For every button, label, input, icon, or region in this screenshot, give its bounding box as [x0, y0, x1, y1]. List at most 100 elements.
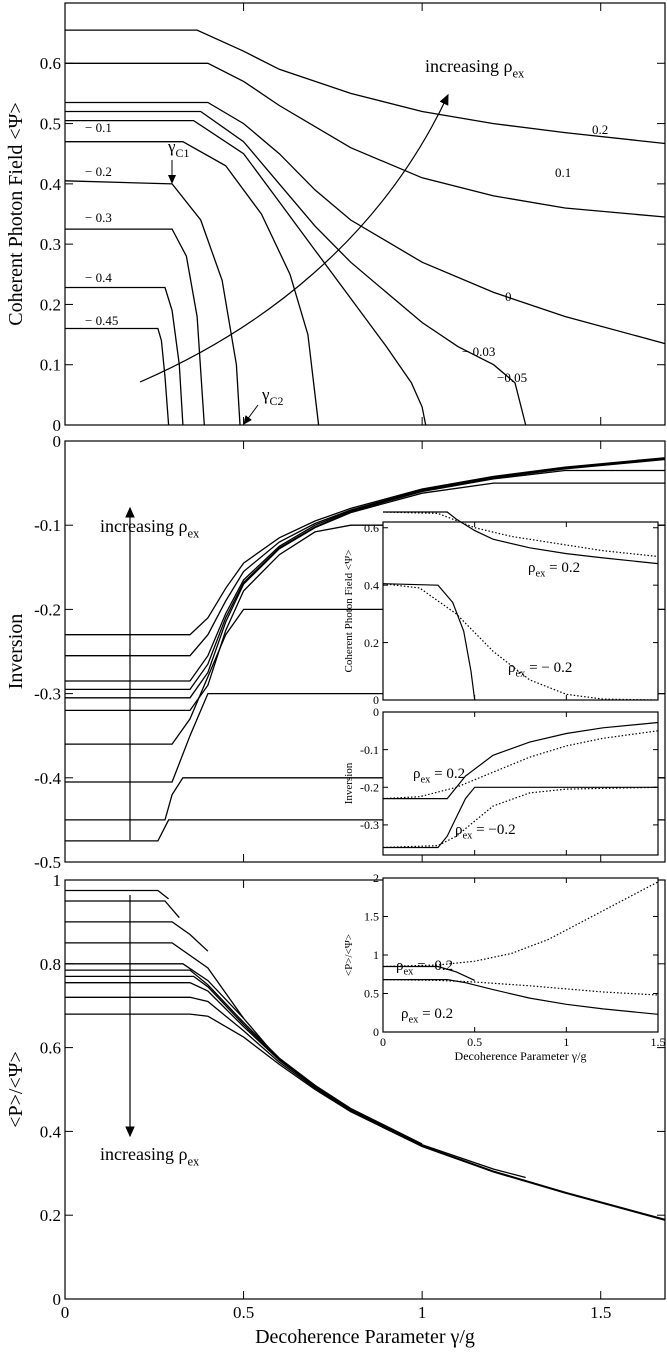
series-label-tail: = −0.2 [472, 822, 515, 838]
arrow [243, 404, 259, 425]
series-line [65, 141, 320, 426]
series-line [65, 1013, 666, 1221]
series-label: ρex = 0.2 [413, 766, 465, 786]
series-label-sub: ex [404, 967, 415, 978]
annotation-main: γ [167, 137, 176, 156]
y-tick-label: 0 [53, 432, 62, 451]
series-label-main: ρ [396, 958, 404, 974]
series-label: − 0.4 [85, 270, 112, 285]
series-label-sub: ex [421, 775, 432, 786]
series-label-main: ρ [401, 1006, 409, 1022]
y-tick-label: 2 [373, 871, 379, 885]
series-label: − 0.1 [85, 120, 112, 135]
series-line [65, 110, 527, 426]
series-label: ρex = -0.2 [396, 958, 453, 978]
y-tick-label: 1 [373, 948, 379, 962]
series-label-sub: ex [516, 669, 527, 680]
y-tick-label: 0 [373, 705, 379, 719]
series-label-main: ρ [413, 766, 421, 782]
series-line [382, 583, 476, 701]
series-line [65, 975, 526, 1179]
y-tick-label: -0.3 [360, 818, 379, 832]
series-line [65, 900, 180, 919]
series-line [65, 969, 423, 1145]
x-axis-label: Decoherence Parameter γ/g [455, 1049, 587, 1063]
x-tick-label: 0.5 [467, 1035, 482, 1049]
series-line [65, 286, 184, 426]
series-line [65, 327, 170, 426]
series-label-tail: = 0.2 [418, 1006, 453, 1022]
series-line [65, 889, 170, 900]
series-label: ρex = 0.2 [528, 560, 580, 580]
panel: 0 0.1 0.2 0.3 0.4 0.5 0.6 Coherent Photon Field… [5, 2, 666, 435]
annotation-sub: ex [187, 526, 200, 540]
series-line [65, 692, 665, 783]
series-label-tail: = 0.2 [430, 766, 465, 782]
panels: 0 0.1 0.2 0.3 0.4 0.5 0.6 Coherent Photon Field… [5, 2, 666, 1348]
series-label-tail: = 0.2 [545, 560, 580, 576]
y-tick-label: 0.2 [40, 295, 61, 314]
y-tick-label: 0 [373, 693, 379, 707]
annotation: γC2 [261, 385, 283, 408]
y-tick-label: 0.2 [40, 1206, 61, 1225]
series-label-main: ρ [455, 822, 463, 838]
y-tick-label: -0.3 [34, 685, 61, 704]
y-tick-label: 0.5 [364, 987, 379, 1001]
y-tick-label: -0.1 [34, 516, 61, 535]
plot-frame [64, 2, 666, 426]
x-tick-label: 0 [61, 1303, 70, 1322]
annotation: increasing ρex [425, 56, 525, 80]
series-line [65, 101, 666, 345]
annotation: increasing ρex [100, 1144, 200, 1168]
y-tick-label: -0.2 [360, 780, 379, 794]
series-label-sub: ex [536, 569, 547, 580]
series-line [64, 180, 241, 426]
y-tick-label: 0.3 [40, 235, 61, 254]
y-tick-label: 0.4 [40, 175, 62, 194]
x-tick-label: 0.5 [233, 1303, 254, 1322]
y-tick-label: 0.4 [40, 1122, 62, 1141]
y-tick-label: 0.5 [40, 115, 61, 134]
y-axis-label: Coherent Photon Field <Ψ> [343, 550, 355, 673]
series-label-tail: = − 0.2 [525, 660, 572, 676]
x-axis-label: Decoherence Parameter γ/g [255, 1326, 475, 1348]
series-label-tail: = -0.2 [413, 958, 453, 974]
annotation-main: increasing ρ [100, 516, 187, 536]
series-line [65, 921, 209, 952]
series-label: −0.05 [497, 370, 527, 385]
inset: 0 0.5 1 1.5 0 0.5 1 1.5 2 <P>/<Ψ> Decoherence Para… [343, 871, 666, 1063]
y-tick-label: 0.8 [40, 955, 61, 974]
series-line [65, 457, 666, 636]
y-tick-label: 0 [53, 416, 62, 435]
plot-frame [382, 877, 659, 1033]
y-tick-label: 1.5 [364, 910, 379, 924]
series-label: 0.2 [592, 122, 608, 137]
annotation-sub: C2 [270, 394, 284, 408]
series-line [65, 469, 665, 691]
y-tick-label: 0.2 [364, 636, 379, 650]
series-label: ρex = − 0.2 [508, 660, 572, 680]
series-label: − 0.3 [85, 210, 112, 225]
series-label-sub: ex [409, 1015, 420, 1026]
annotation: increasing ρex [100, 516, 200, 540]
series-label: − 0.2 [85, 164, 112, 179]
series-label-sub: ex [463, 831, 474, 842]
series-line [65, 29, 666, 145]
y-tick-label: -0.2 [34, 600, 61, 619]
y-tick-label: 0.1 [40, 356, 61, 375]
x-tick-label: 1 [418, 1303, 427, 1322]
y-tick-label: -0.1 [360, 743, 379, 757]
series-label: 0.1 [555, 165, 571, 180]
plot-frame [382, 711, 659, 856]
series-line [65, 458, 666, 682]
annotation-sub: ex [187, 1154, 200, 1168]
series-line [65, 608, 665, 745]
series-line [65, 482, 665, 699]
y-tick-label: 0.6 [40, 1039, 61, 1058]
series-line [65, 777, 665, 821]
annotation: γC1 [167, 137, 189, 160]
series-label: − 0.45 [85, 313, 118, 328]
annotation-sub: C1 [176, 146, 190, 160]
y-tick-label: 0 [53, 1290, 62, 1309]
